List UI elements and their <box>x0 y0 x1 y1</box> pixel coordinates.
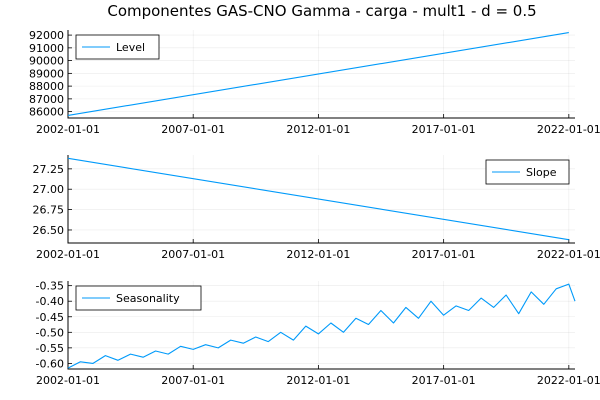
x-tick-label: 2012-01-01 <box>286 123 350 136</box>
y-tick-label: 26.50 <box>33 224 65 237</box>
axis-frame <box>67 281 575 370</box>
y-tick-label: 92000 <box>29 29 64 42</box>
y-tick-label: 27.25 <box>33 163 65 176</box>
x-tick-label: 2017-01-01 <box>412 248 476 261</box>
axis-frame <box>67 30 575 119</box>
y-tick-label: 89000 <box>29 67 64 80</box>
x-tick-label: 2022-01-01 <box>537 248 600 261</box>
chart-panel-3: 2002-01-01 2007-01-01 2012-01-01 2017-01-01… <box>36 280 600 387</box>
x-tick-label: 2022-01-01 <box>537 374 600 387</box>
legend-label: Level <box>116 41 145 54</box>
y-tick-label: 90000 <box>29 55 64 68</box>
y-tick-label: -0.60 <box>36 357 64 370</box>
x-tick-label: 2017-01-01 <box>412 374 476 387</box>
x-tick-label: 2017-01-01 <box>412 123 476 136</box>
chart-panel-2: 2002-01-01 2007-01-01 2012-01-01 2017-01-01… <box>33 155 600 261</box>
series-line-slope <box>67 157 569 241</box>
y-tick-label: 87000 <box>29 93 64 106</box>
x-tick-label: 2012-01-01 <box>286 374 350 387</box>
legend-label: Seasonality <box>116 292 180 305</box>
legend-label: Slope <box>526 166 557 179</box>
x-tick-label: 2022-01-01 <box>537 123 600 136</box>
axis-frame <box>67 155 575 244</box>
x-tick-label: 2007-01-01 <box>161 248 225 261</box>
legend: Level <box>75 34 160 60</box>
y-tick-label: -0.55 <box>36 342 64 355</box>
legend: Slope <box>485 159 570 185</box>
x-tick-label: 2012-01-01 <box>286 248 350 261</box>
chart-panel-1: 2002-01-01 2007-01-01 2012-01-01 2017-01-01… <box>29 29 600 136</box>
series-line-level <box>67 32 569 116</box>
x-tick-label: 2007-01-01 <box>161 123 225 136</box>
y-tick-label: 91000 <box>29 42 64 55</box>
y-tick-label: -0.45 <box>36 311 64 324</box>
legend: Seasonality <box>75 285 202 311</box>
y-tick-label: 86000 <box>29 106 64 119</box>
y-tick-label: 88000 <box>29 80 64 93</box>
y-tick-label: 26.75 <box>33 204 65 217</box>
y-tick-label: -0.35 <box>36 280 64 293</box>
chart-panels: 2002-01-01 2007-01-01 2012-01-01 2017-01-01… <box>29 29 600 387</box>
y-tick-label: 27.00 <box>33 183 65 196</box>
x-tick-label: 2002-01-01 <box>36 248 100 261</box>
x-tick-label: 2007-01-01 <box>161 374 225 387</box>
y-tick-label: -0.50 <box>36 326 64 339</box>
figure-title: Componentes GAS-CNO Gamma - carga - mult… <box>107 2 536 20</box>
x-tick-label: 2002-01-01 <box>36 123 100 136</box>
y-tick-label: -0.40 <box>36 295 64 308</box>
x-tick-label: 2002-01-01 <box>36 374 100 387</box>
series-line-seasonality <box>67 283 576 369</box>
